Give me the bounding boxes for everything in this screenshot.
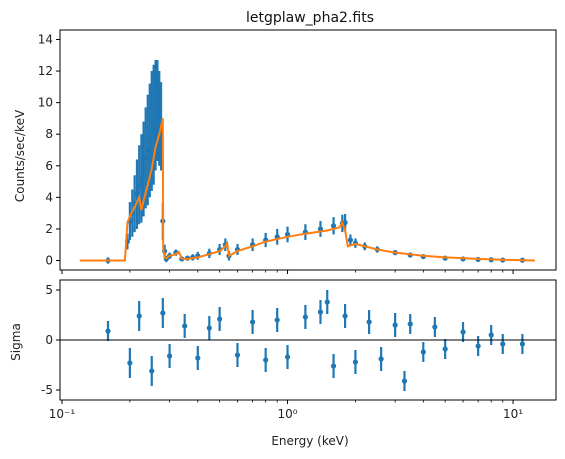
residual-point bbox=[488, 332, 494, 338]
bottom-x-tick-label: 10⁻¹ bbox=[49, 407, 76, 421]
data-point bbox=[330, 223, 337, 229]
residual-point bbox=[136, 313, 142, 319]
residual-point bbox=[234, 352, 241, 358]
top-y-tick-label: 10 bbox=[38, 96, 53, 110]
bottom-y-axis-title: Sigma bbox=[9, 323, 23, 361]
top-y-axis-title: Counts/sec/keV bbox=[13, 109, 27, 202]
residual-point bbox=[284, 354, 291, 360]
data-point bbox=[317, 226, 324, 232]
residual-point bbox=[160, 310, 166, 316]
residual-point bbox=[500, 341, 506, 347]
residual-point bbox=[217, 316, 223, 322]
residual-point bbox=[206, 325, 212, 331]
residual-point bbox=[274, 317, 280, 323]
top-panel: 0 2 4 6 8 10 12 14 bbox=[38, 29, 557, 274]
residual-point bbox=[330, 363, 337, 369]
residual-point bbox=[366, 319, 372, 325]
top-y-tick-label: 0 bbox=[45, 254, 53, 268]
residual-point bbox=[519, 341, 526, 347]
residual-point bbox=[475, 343, 481, 349]
model-line bbox=[79, 118, 535, 262]
residual-point bbox=[127, 360, 133, 366]
top-y-tick-label: 2 bbox=[45, 222, 53, 236]
bottom-x-tick-label: 10⁰ bbox=[277, 407, 297, 421]
residual-point bbox=[420, 349, 426, 355]
residual-point bbox=[149, 368, 155, 374]
residual-point bbox=[442, 346, 448, 352]
residual-point bbox=[401, 378, 408, 384]
residual-panel: -5 0 5 10⁻¹ 10⁰ 10¹ bbox=[41, 279, 557, 421]
residual-point bbox=[105, 328, 111, 334]
top-y-tick-label: 14 bbox=[38, 32, 53, 46]
residual-point bbox=[182, 323, 188, 329]
residual-point bbox=[378, 356, 384, 362]
top-y-tick-label: 12 bbox=[38, 64, 53, 78]
residual-point bbox=[263, 357, 269, 363]
bottom-y-tick-label: -5 bbox=[41, 383, 53, 397]
data-point bbox=[347, 237, 353, 243]
top-y-tick-label: 4 bbox=[45, 190, 53, 204]
residual-point bbox=[352, 359, 359, 365]
residual-point bbox=[342, 313, 348, 319]
bottom-frame bbox=[59, 279, 557, 401]
residual-point bbox=[195, 355, 201, 361]
bottom-y-tick-label: 0 bbox=[45, 333, 53, 347]
top-y-tick-label: 8 bbox=[45, 127, 53, 141]
x-axis-title: Energy (keV) bbox=[271, 434, 348, 448]
residual-point bbox=[302, 314, 308, 320]
bottom-x-tick-label: 10¹ bbox=[503, 407, 523, 421]
residual-point bbox=[249, 319, 256, 325]
top-y-tick-label: 6 bbox=[45, 159, 53, 173]
bottom-y-tick-label: 5 bbox=[45, 283, 53, 297]
residual-point bbox=[407, 321, 413, 327]
residual-point bbox=[392, 322, 398, 328]
chart-title: letgplaw_pha2.fits bbox=[246, 10, 374, 26]
residual-point bbox=[460, 329, 466, 335]
residual-point bbox=[324, 299, 330, 305]
residual-point bbox=[317, 309, 324, 315]
residual-point bbox=[432, 324, 438, 330]
residual-point bbox=[166, 353, 173, 359]
top-frame bbox=[59, 29, 557, 271]
